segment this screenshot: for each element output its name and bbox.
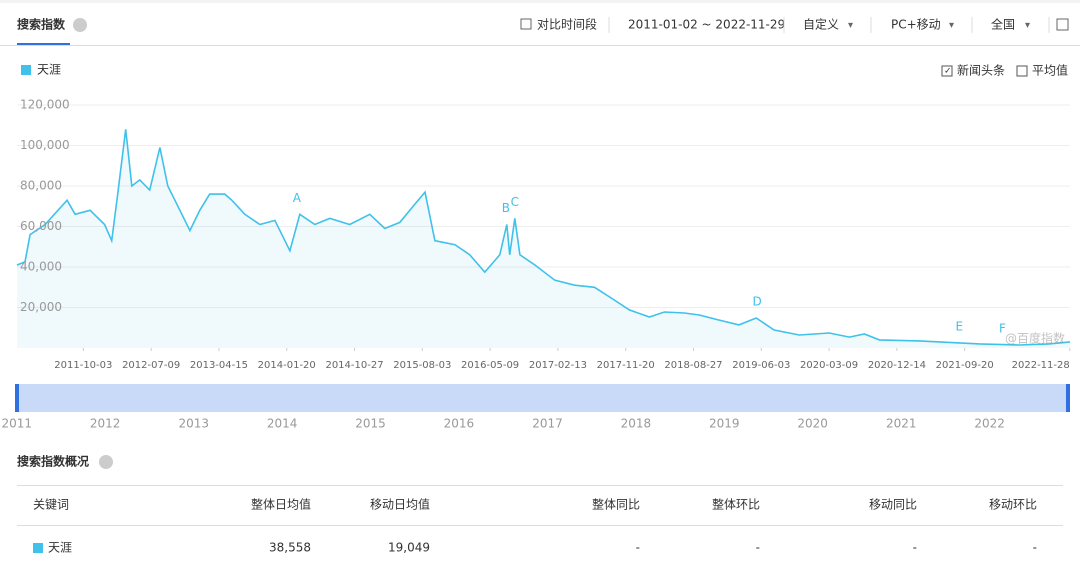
- table-cell: -: [756, 541, 760, 555]
- annotation: A: [293, 191, 302, 205]
- slider-years: 2011 2012 2013 2014 2015 2016 2017 2018 2019 2020…: [1, 417, 1004, 431]
- y-tick-label: 20,000: [20, 300, 62, 314]
- help-icon[interactable]: [73, 18, 87, 32]
- year-label: 2012: [90, 417, 121, 431]
- x-tick-label: 2013-04-15: [190, 360, 248, 371]
- x-tick-label: 2018-08-27: [664, 360, 722, 371]
- line: [16, 129, 1071, 346]
- x-tick-label: 2022-11-28: [1012, 360, 1070, 371]
- watermark: @百度指数: [1005, 331, 1065, 346]
- year-label: 2013: [178, 417, 209, 431]
- table-header: 关键词: [33, 498, 69, 512]
- x-tick-label: 2012-07-09: [122, 360, 180, 371]
- plot: 20,000 40,000 60,000 80,000 100,000 120,000 20…: [16, 98, 1071, 371]
- slider-handle[interactable]: [1066, 384, 1070, 412]
- x-tick-label: 2011-10-03: [54, 360, 112, 371]
- x-tick-label: 2014-01-20: [258, 360, 316, 371]
- year-label: 2019: [709, 417, 740, 431]
- custom-select[interactable]: 自定义: [803, 17, 839, 32]
- date-range[interactable]: 2011-01-02 ~ 2022-11-29: [628, 18, 785, 32]
- y-tick-label: 120,000: [20, 98, 70, 112]
- legend-swatch: [21, 65, 31, 75]
- tab-underline: [17, 43, 70, 45]
- year-label: 2022: [974, 417, 1005, 431]
- table-header: 移动环比: [989, 498, 1037, 512]
- export-icon[interactable]: [1056, 18, 1069, 31]
- x-tick-label: 2020-12-14: [868, 360, 926, 371]
- annotation: D: [753, 295, 762, 309]
- slider-handle[interactable]: [15, 384, 19, 412]
- annotation: F: [999, 321, 1006, 335]
- table-cell: -: [1033, 541, 1037, 555]
- compare-label[interactable]: 对比时间段: [537, 17, 597, 32]
- y-tick-label: 80,000: [20, 179, 62, 193]
- year-label: 2021: [886, 417, 917, 431]
- table-cell: -: [913, 541, 917, 555]
- legend-label[interactable]: 天涯: [37, 63, 61, 77]
- table-cell: -: [636, 541, 640, 555]
- y-tick-label: 60,000: [20, 219, 62, 233]
- table-cell: 19,049: [388, 541, 430, 555]
- table-header: 整体同比: [592, 497, 640, 512]
- table-cell: 38,558: [269, 541, 311, 555]
- annotation: E: [956, 319, 964, 333]
- year-label: 2011: [1, 417, 32, 431]
- table-header: 移动日均值: [370, 497, 430, 512]
- x-tick-label: 2016-05-09: [461, 360, 519, 371]
- row-swatch: [33, 543, 43, 553]
- y-tick-label: 100,000: [20, 138, 70, 152]
- year-label: 2018: [621, 417, 652, 431]
- x-tick-label: 2021-09-20: [936, 360, 994, 371]
- average-label[interactable]: 平均值: [1032, 63, 1068, 78]
- slider-range: [17, 384, 1070, 412]
- x-tick-label: 2015-08-03: [393, 360, 451, 371]
- x-tick-label: 2017-02-13: [529, 360, 587, 371]
- table-header: 整体环比: [712, 497, 760, 512]
- tab-title[interactable]: 搜索指数: [17, 17, 66, 32]
- year-label: 2016: [444, 417, 475, 431]
- section-title: 搜索指数概况: [17, 454, 89, 469]
- year-label: 2017: [532, 417, 563, 431]
- news-checkbox[interactable]: [941, 65, 953, 77]
- x-tick-label: 2019-06-03: [732, 360, 790, 371]
- table-header: 整体日均值: [251, 497, 311, 512]
- table-header: 移动同比: [869, 498, 917, 512]
- table-cell: 天涯: [48, 541, 72, 555]
- y-tick-label: 40,000: [20, 260, 62, 274]
- caret: ▾: [949, 20, 954, 31]
- news-label[interactable]: 新闻头条: [957, 63, 1005, 78]
- average-checkbox[interactable]: [1016, 65, 1028, 77]
- compare-checkbox[interactable]: [520, 18, 532, 30]
- x-tick-label: 2014-10-27: [325, 360, 383, 371]
- caret: ▾: [1025, 20, 1030, 31]
- region-select[interactable]: 全国: [991, 17, 1015, 32]
- annotation: C: [511, 195, 519, 209]
- top-strip: [0, 0, 1080, 3]
- x-tick-label: 2020-03-09: [800, 360, 858, 371]
- device-select[interactable]: PC+移动: [891, 18, 941, 32]
- area: [17, 129, 1070, 348]
- x-tick-label: 2017-11-20: [597, 360, 655, 371]
- annotation: B: [502, 201, 510, 215]
- year-label: 2014: [267, 417, 298, 431]
- check-mark: ✓: [944, 67, 952, 77]
- caret: ▾: [848, 20, 853, 31]
- year-label: 2015: [355, 417, 386, 431]
- year-label: 2020: [797, 417, 828, 431]
- help-icon[interactable]: [99, 455, 113, 469]
